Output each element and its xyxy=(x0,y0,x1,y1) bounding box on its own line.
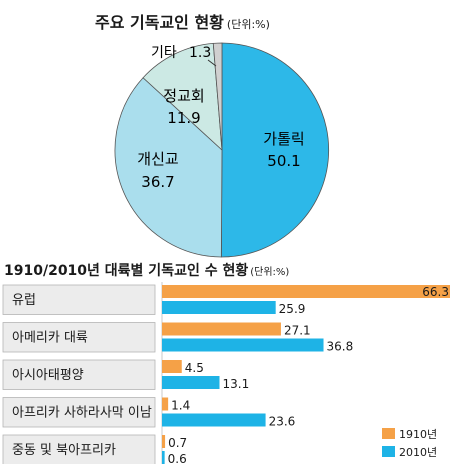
bar-0 xyxy=(162,397,169,411)
bar-value-label: 66.3 xyxy=(422,285,449,299)
bar-1 xyxy=(162,413,266,427)
pie-label-name-0: 가톨릭 xyxy=(263,130,304,148)
bar-1 xyxy=(162,376,220,389)
legend-swatch-1 xyxy=(382,446,395,457)
bar-value-label: 0.7 xyxy=(168,436,187,450)
bar-chart: 유럽 66.3 25.9 아메리카 대륙 27.1 36.8 아시아태평양 4.5 13.1 아프… xyxy=(2,282,450,464)
pie-chart: 가톨릭 50.1 개신교 36.7 정교회 11.9 기타 1.3 xyxy=(114,42,329,258)
pie-label-name-1: 개신교 xyxy=(137,150,178,168)
category-label-box xyxy=(2,284,156,315)
category-label-box xyxy=(2,322,156,353)
category-label: 유럽 xyxy=(12,293,36,308)
pie-title-text: 주요 기독교인 현황 xyxy=(95,13,224,32)
pie-label-name-2: 정교회 xyxy=(163,87,204,105)
category-label-box xyxy=(2,434,156,464)
bar-title-text: 1910/2010년 대륙별 기독교인 수 현황 xyxy=(4,263,249,279)
bar-value-label: 25.9 xyxy=(279,302,306,316)
pie-label-value-2: 11.9 xyxy=(167,109,200,127)
category-label: 중동 및 북아프리카 xyxy=(12,443,116,458)
pie-chart-title: 주요 기독교인 현황 (단위:%) xyxy=(95,9,270,33)
pie-slice-0 xyxy=(220,42,329,258)
legend-label-1: 2010년 xyxy=(399,446,437,459)
bar-0 xyxy=(162,285,450,298)
bar-chart-title: 1910/2010년 대륙별 기독교인 수 현황 (단위:%) xyxy=(4,260,289,280)
legend-label-0: 1910년 xyxy=(399,428,437,441)
pie-label-value-0: 50.1 xyxy=(267,152,300,170)
legend-swatch-0 xyxy=(382,428,395,439)
bar-value-label: 0.6 xyxy=(168,452,187,464)
category-label-box xyxy=(2,397,156,428)
bar-0 xyxy=(162,322,281,336)
bar-value-label: 4.5 xyxy=(185,361,204,375)
category-label: 아프리카 사하라사막 이남 xyxy=(12,406,152,421)
pie-label-name-3: 기타 xyxy=(151,45,177,61)
pie-label-value-3: 1.3 xyxy=(189,45,211,61)
bar-value-label: 27.1 xyxy=(284,324,311,338)
bar-1 xyxy=(162,338,324,352)
category-label-box xyxy=(2,359,156,390)
pie-slice-3 xyxy=(212,42,223,151)
pie-unit-label: (단위:%) xyxy=(226,18,270,31)
category-label: 아메리카 대륙 xyxy=(12,331,88,346)
bar-unit-label: (단위:%) xyxy=(250,267,290,278)
bar-value-label: 13.1 xyxy=(222,377,249,391)
pie-label-value-1: 36.7 xyxy=(141,173,174,191)
bar-value-label: 23.6 xyxy=(269,415,296,429)
bar-1 xyxy=(162,301,276,314)
bar-value-label: 36.8 xyxy=(327,340,354,354)
pie-slice-2 xyxy=(142,42,223,151)
bar-0 xyxy=(162,435,166,448)
bar-value-label: 1.4 xyxy=(171,399,190,413)
pie-slice-1 xyxy=(114,77,223,258)
bar-0 xyxy=(162,360,182,373)
category-label: 아시아태평양 xyxy=(12,368,84,383)
bar-1 xyxy=(162,451,165,464)
pie-leader-line xyxy=(207,59,217,67)
